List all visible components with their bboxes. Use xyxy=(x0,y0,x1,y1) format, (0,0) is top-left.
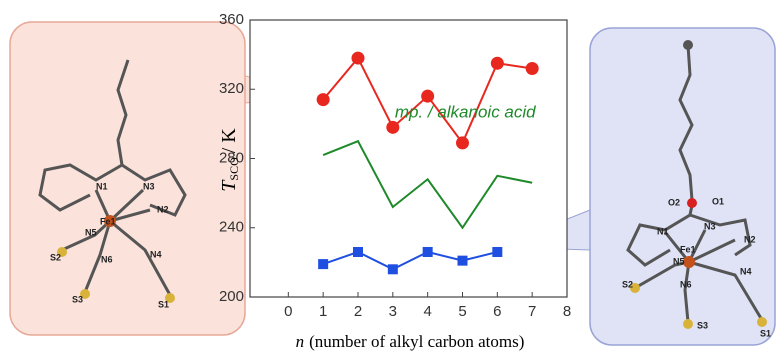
point xyxy=(456,136,469,149)
x-axis-label: n(number of alkyl carbon atoms) xyxy=(296,332,525,351)
structure-panel xyxy=(10,22,245,335)
oxygen-atom xyxy=(687,198,697,208)
atom-label: N2 xyxy=(744,234,756,244)
x-tick-label: 3 xyxy=(389,303,397,320)
plot-frame xyxy=(250,20,567,297)
x-tick-label: 4 xyxy=(423,303,431,320)
atom-label: N1 xyxy=(657,226,669,236)
point xyxy=(421,90,434,103)
atom-label: N5 xyxy=(673,256,685,266)
x-label-text: (number of alkyl carbon atoms) xyxy=(309,332,524,351)
atom-label: S3 xyxy=(697,320,708,330)
point xyxy=(457,256,467,266)
atom-label: O1 xyxy=(712,196,724,206)
atom-label: S2 xyxy=(622,279,633,289)
x-tick-label: 0 xyxy=(284,303,292,320)
x-tick-label: 7 xyxy=(528,303,536,320)
figure: N1N3N2Fe1N5N6N4S2S3S1 O2O1N1N3Fe1N2N5N4S… xyxy=(0,0,782,358)
atom-label: N4 xyxy=(150,249,162,259)
point xyxy=(491,57,504,70)
atom-label: S3 xyxy=(72,294,83,304)
atom-label: N3 xyxy=(143,181,155,191)
point xyxy=(351,52,364,65)
point xyxy=(423,247,433,257)
atom-label: N6 xyxy=(680,279,692,289)
atom-label: N5 xyxy=(85,227,97,237)
atom-label: Fe1 xyxy=(680,244,696,254)
x-tick-label: 8 xyxy=(563,303,571,320)
point xyxy=(526,62,539,75)
atom-label: N3 xyxy=(704,221,716,231)
point xyxy=(318,259,328,269)
y-tick-label: 240 xyxy=(219,219,244,236)
atom-label: N4 xyxy=(740,266,752,276)
sulfur-atom xyxy=(683,319,693,329)
y-tick-label: 200 xyxy=(219,288,244,305)
x-tick-label: 1 xyxy=(319,303,327,320)
y-tick-label: 360 xyxy=(219,11,244,28)
atom-label: N1 xyxy=(96,181,108,191)
atom-label: S1 xyxy=(760,328,771,338)
y-label-unit: / K xyxy=(218,128,240,154)
iron-atom xyxy=(683,256,695,268)
atom-label: Fe1 xyxy=(100,216,116,226)
point xyxy=(317,93,330,106)
atom-label: N2 xyxy=(157,204,169,214)
atom-label: N6 xyxy=(101,254,113,264)
point xyxy=(388,264,398,274)
x-tick-label: 5 xyxy=(458,303,466,320)
y-label-subscript: SCO xyxy=(227,157,241,181)
x-tick-label: 6 xyxy=(493,303,501,320)
series-label: mp. / alkanoic acid xyxy=(395,102,536,121)
carbon-atom xyxy=(683,40,693,50)
x-label-symbol: n xyxy=(296,332,305,351)
point xyxy=(353,247,363,257)
atom-label: S1 xyxy=(158,299,169,309)
point xyxy=(492,247,502,257)
atom-label: O2 xyxy=(668,197,680,207)
atom-label: S2 xyxy=(50,252,61,262)
x-tick-label: 2 xyxy=(354,303,362,320)
y-tick-label: 320 xyxy=(219,80,244,97)
point xyxy=(386,121,399,134)
sulfur-atom xyxy=(757,317,767,327)
